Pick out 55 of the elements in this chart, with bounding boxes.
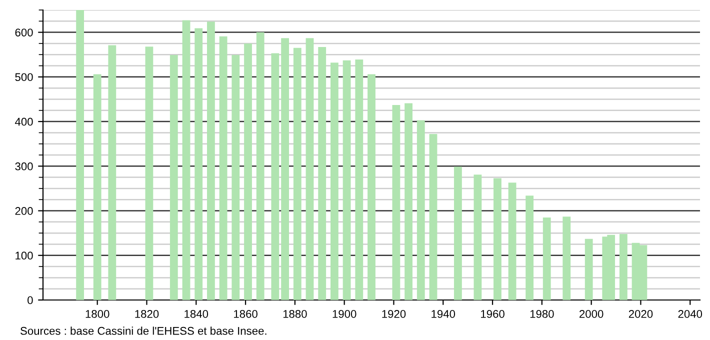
x-tick-label: 1840 [184,310,208,318]
bar [526,196,534,300]
bar [219,36,228,300]
y-tick-label: 600 [15,28,33,36]
bar [256,32,264,300]
x-tick-label: 1880 [283,310,307,318]
bar [368,74,376,300]
bar [562,216,571,300]
source-note: Sources : base Cassini de l'EHESS et base Insee. [20,326,266,335]
y-tick-label: 400 [14,118,33,126]
x-tick-label: 1940 [432,310,456,318]
bar [355,60,364,300]
bar [584,238,593,300]
y-tick-label: 100 [16,252,33,260]
x-tick-label: 2040 [678,310,702,318]
bar [318,47,326,300]
bar [207,22,215,300]
bar [244,43,252,300]
bar [454,166,462,300]
x-tick-label: 1920 [382,310,406,318]
bar [542,217,551,300]
bar [392,105,400,300]
bar [145,46,154,300]
bar [474,174,482,300]
bar [281,38,290,300]
bar [330,62,338,300]
bar [619,234,628,300]
y-tick-label: 0 [28,296,33,304]
bar [508,182,516,300]
bar [494,178,502,300]
bar [108,45,116,300]
bar [342,60,351,300]
bar [306,38,314,300]
x-tick-label: 1820 [135,310,159,318]
bar [404,103,412,300]
bar [182,20,190,300]
bar [170,55,178,300]
y-tick-label: 300 [15,162,33,170]
y-tick-label: 500 [15,73,33,82]
y-tick-label: 200 [15,207,33,215]
x-tick-label: 1900 [332,310,356,318]
x-tick-label: 2020 [628,310,653,318]
x-tick-label: 2000 [580,310,604,318]
bar [232,55,240,300]
x-tick-label: 1800 [86,310,110,318]
bar [93,74,102,300]
bar [293,48,302,300]
bar [429,134,438,300]
x-tick-label: 1960 [481,310,504,318]
x-tick-label: 1860 [234,310,258,318]
bar [416,120,425,300]
bar [76,10,84,300]
x-tick-label: 1980 [530,310,554,318]
bar [271,53,280,300]
bar [194,28,203,300]
